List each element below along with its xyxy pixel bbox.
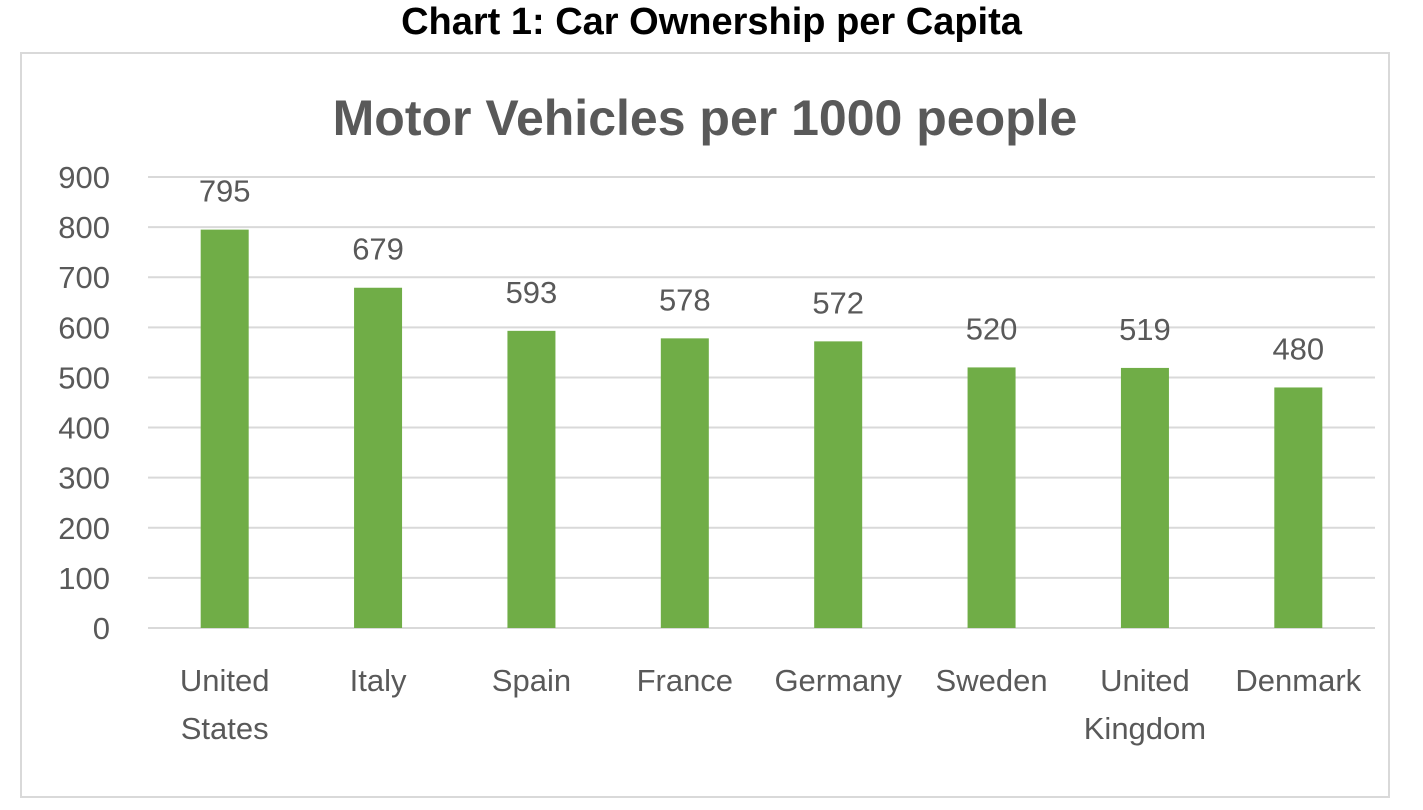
x-tick-label: Italy xyxy=(350,663,407,698)
y-tick-label: 500 xyxy=(58,360,110,395)
data-label: 578 xyxy=(659,282,711,317)
x-tick-label: Germany xyxy=(774,663,902,698)
chart-caption: Chart 1: Car Ownership per Capita xyxy=(401,1,1022,43)
bar xyxy=(967,367,1016,628)
gridlines xyxy=(148,176,1375,629)
y-tick-label: 0 xyxy=(93,611,110,646)
data-label: 572 xyxy=(812,285,864,320)
data-labels: 795 679 593 578 572 520 519 480 xyxy=(199,174,1324,367)
data-label: 679 xyxy=(352,232,404,267)
y-tick-label: 700 xyxy=(58,260,110,295)
x-tick-label: United States xyxy=(180,663,270,746)
data-label: 520 xyxy=(966,311,1018,346)
bar xyxy=(354,287,403,628)
y-tick-label: 200 xyxy=(58,511,110,546)
x-tick-label: Sweden xyxy=(936,663,1048,698)
y-tick-label: 300 xyxy=(58,461,110,496)
bar xyxy=(1120,367,1169,628)
bar xyxy=(660,338,709,628)
x-axis-tick-labels: United States Italy Spain France Germany Swede… xyxy=(180,663,1362,746)
data-label: 593 xyxy=(506,275,558,310)
x-tick-label: United Kingdom xyxy=(1084,663,1206,746)
chart-title: Motor Vehicles per 1000 people xyxy=(333,90,1078,146)
y-tick-label: 400 xyxy=(58,411,110,446)
x-tick-label: Denmark xyxy=(1235,663,1361,698)
y-tick-label: 900 xyxy=(58,160,110,195)
bar xyxy=(814,341,863,628)
x-tick-label: Spain xyxy=(492,663,571,698)
bars xyxy=(200,229,1323,628)
y-tick-label: 800 xyxy=(58,210,110,245)
x-tick-label: France xyxy=(637,663,733,698)
data-label: 519 xyxy=(1119,312,1171,347)
data-label: 795 xyxy=(199,174,251,209)
bar xyxy=(200,229,249,628)
y-axis-tick-labels: 0 100 200 300 400 500 600 700 800 900 xyxy=(58,160,110,646)
y-tick-label: 600 xyxy=(58,310,110,345)
data-label: 480 xyxy=(1272,331,1324,366)
bar xyxy=(1274,387,1323,628)
bar xyxy=(507,330,556,628)
y-tick-label: 100 xyxy=(58,561,110,596)
